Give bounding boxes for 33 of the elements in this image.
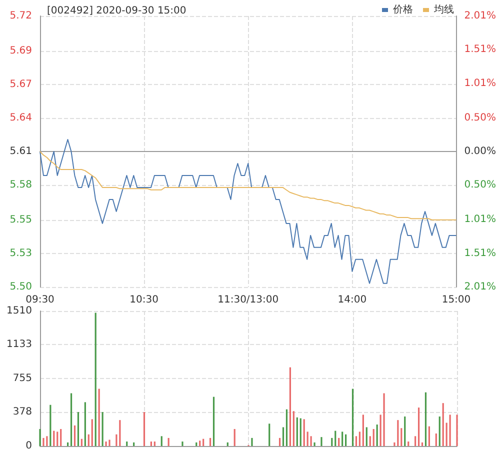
y2-tick-label: 1.51% — [464, 248, 496, 259]
y-tick-label: 5.64 — [10, 112, 32, 124]
x-tick-label: 14:00 — [338, 294, 367, 306]
y-tick-label: 5.69 — [10, 45, 32, 56]
y-tick-label: 5.61 — [10, 146, 32, 157]
y2-tick-label: 1.01% — [464, 214, 496, 226]
y-tick-label: 0 — [26, 440, 32, 452]
y2-tick-label: 0.00% — [464, 146, 496, 157]
y-tick-label: 1510 — [6, 306, 32, 316]
y-tick-label: 5.67 — [10, 78, 32, 90]
x-tick-label: 09:30 — [26, 294, 54, 306]
y-tick-label: 755 — [12, 373, 32, 384]
chart-title: [002492] 2020-09-30 15:00 — [47, 6, 186, 16]
legend-label: 均线 — [433, 4, 454, 16]
y2-tick-label: 2.01% — [464, 10, 496, 22]
y-tick-label: 5.55 — [10, 214, 32, 226]
y-tick-label: 1133 — [6, 339, 32, 350]
x-tick-label: 11:30/13:00 — [218, 294, 279, 306]
y2-tick-label: 0.50% — [464, 112, 496, 124]
y-tick-label: 5.50 — [10, 282, 32, 292]
line-series — [40, 151, 457, 220]
y2-tick-label: 1.01% — [464, 78, 496, 89]
y-tick-label: 5.72 — [10, 10, 32, 22]
y-tick-label: 5.58 — [10, 180, 32, 191]
x-tick-label: 10:30 — [130, 294, 158, 306]
y-tick-label: 5.53 — [10, 248, 32, 259]
y2-tick-label: 2.01% — [464, 282, 496, 292]
legend-label: 价格 — [392, 4, 413, 16]
y2-tick-label: 0.50% — [464, 180, 496, 191]
line-series — [40, 139, 457, 284]
x-tick-label: 15:00 — [442, 294, 471, 306]
y-tick-label: 378 — [12, 406, 32, 418]
y2-tick-label: 1.51% — [464, 44, 496, 56]
